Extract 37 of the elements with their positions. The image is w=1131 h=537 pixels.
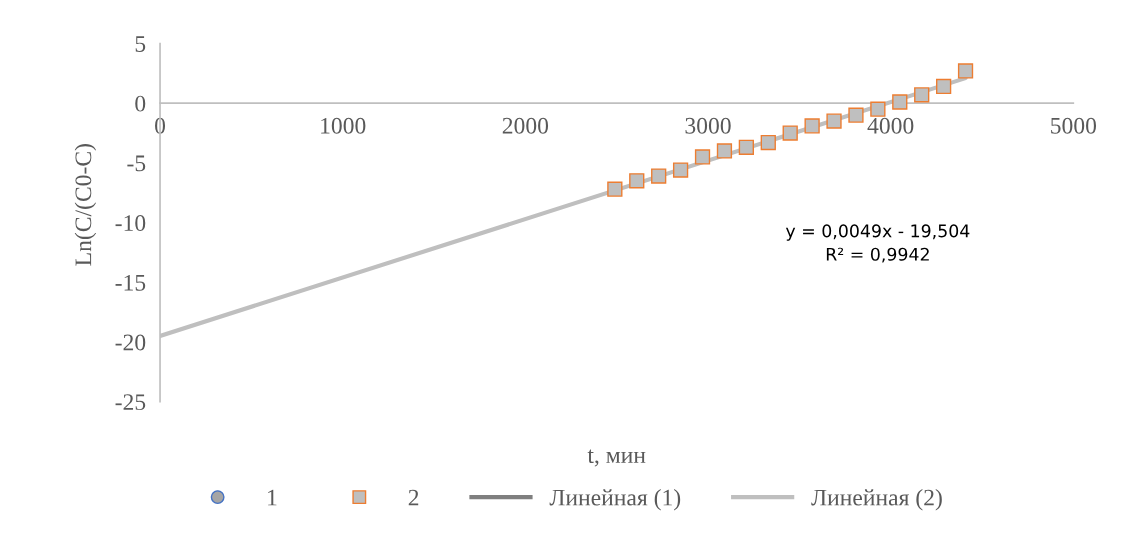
y-tick-label: 0	[135, 95, 146, 112]
y-tick-label: -20	[115, 334, 146, 351]
legend-label: 1	[268, 489, 277, 506]
point	[607, 181, 623, 197]
x-tick-label: 5000	[1051, 117, 1097, 134]
x-axis-title: t, мин	[587, 449, 646, 467]
y-tick-label: -15	[115, 274, 146, 291]
point	[826, 113, 842, 129]
point	[892, 94, 908, 110]
x-tick-label: 2000	[502, 117, 549, 134]
point	[694, 149, 711, 165]
legend-label: Линейная (2)	[811, 488, 942, 511]
point	[957, 63, 974, 79]
point	[914, 87, 930, 103]
x-tick-label: 4000	[867, 117, 914, 134]
point	[716, 143, 733, 159]
point	[782, 125, 798, 141]
point	[804, 118, 820, 134]
point	[651, 168, 667, 184]
point	[760, 134, 776, 151]
y-tick-label: -5	[127, 155, 146, 172]
x-tick-label: 1000	[321, 117, 366, 134]
point	[848, 107, 864, 123]
point	[935, 78, 952, 95]
legend-label: Линейная (1)	[549, 488, 681, 511]
y-tick-label: -25	[115, 394, 146, 411]
annotation: y = 0,0049x - 19,504 R² = 0,9942	[785, 224, 970, 263]
x-tick-label: 3000	[685, 117, 731, 134]
y-tick-label: 5	[135, 36, 146, 52]
point	[738, 139, 755, 156]
point	[870, 101, 886, 117]
y-axis-title: Ln(C/(C0-C)	[74, 144, 97, 266]
legend-label: 2	[408, 489, 419, 506]
x-tick-label: 0	[155, 117, 166, 134]
point	[672, 162, 689, 178]
y-tick-label: -10	[115, 215, 146, 232]
point	[629, 173, 645, 189]
